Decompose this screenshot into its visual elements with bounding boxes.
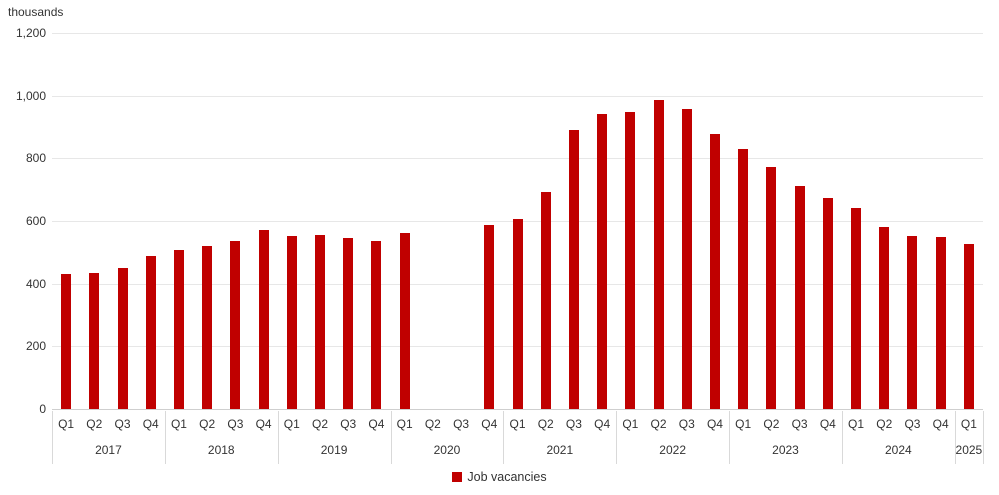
quarter-tick-label: Q3 xyxy=(565,417,582,431)
quarter-tick-label: Q4 xyxy=(932,417,949,431)
year-separator xyxy=(616,411,618,464)
quarter-tick-label: Q4 xyxy=(594,417,611,431)
y-axis-tick-label: 400 xyxy=(25,276,46,291)
quarter-tick-label: Q1 xyxy=(283,417,300,431)
year-label: 2017 xyxy=(95,443,122,457)
bar-q3-2023 xyxy=(794,186,805,409)
quarter-tick-label: Q1 xyxy=(170,417,187,431)
bar-q1-2021 xyxy=(512,219,523,409)
quarter-tick-label: Q4 xyxy=(255,417,272,431)
quarter-tick-label: Q2 xyxy=(763,417,780,431)
bar-q2-2023 xyxy=(766,167,777,409)
quarter-tick-label: Q1 xyxy=(58,417,75,431)
bar-q4-2017 xyxy=(145,256,156,409)
year-separator xyxy=(503,411,505,464)
bar-q2-2022 xyxy=(653,100,664,409)
legend-swatch-icon xyxy=(452,472,463,482)
bar-q3-2021 xyxy=(568,130,579,409)
year-label: 2024 xyxy=(885,443,912,457)
bar-q4-2020 xyxy=(484,225,495,409)
quarter-tick-label: Q1 xyxy=(960,417,977,431)
y-axis-tick-label: 1,000 xyxy=(15,88,46,103)
quarter-tick-label: Q4 xyxy=(142,417,159,431)
bar-q1-2020 xyxy=(399,232,410,409)
year-separator xyxy=(983,411,984,464)
quarter-tick-label: Q2 xyxy=(312,417,329,431)
bar-q3-2022 xyxy=(681,108,692,409)
quarter-tick-label: Q1 xyxy=(848,417,865,431)
quarter-tick-label: Q1 xyxy=(509,417,526,431)
bar-q1-2024 xyxy=(851,208,862,409)
bar-q3-2019 xyxy=(343,237,354,409)
quarter-tick-label: Q2 xyxy=(537,417,554,431)
bar-q1-2022 xyxy=(625,112,636,409)
legend: Job vacancies xyxy=(0,470,999,484)
bar-q4-2021 xyxy=(597,114,608,409)
bar-q3-2018 xyxy=(230,241,241,409)
bar-q1-2017 xyxy=(61,274,72,409)
bar-q2-2018 xyxy=(202,246,213,409)
quarter-tick-label: Q3 xyxy=(114,417,131,431)
y-axis-tick-label: 1,200 xyxy=(15,26,46,40)
bar-q4-2019 xyxy=(371,241,382,409)
quarter-tick-label: Q1 xyxy=(396,417,413,431)
gridline xyxy=(52,33,983,34)
year-label: 2018 xyxy=(207,443,235,457)
bar-q4-2024 xyxy=(935,236,946,409)
year-label: 2020 xyxy=(433,443,461,457)
year-separator xyxy=(164,411,166,464)
bar-q1-2025 xyxy=(963,244,974,409)
year-label: 2023 xyxy=(772,443,799,457)
bar-q2-2024 xyxy=(879,226,890,409)
year-separator xyxy=(277,411,279,464)
quarter-tick-label: Q3 xyxy=(678,417,695,431)
quarter-tick-label: Q2 xyxy=(876,417,893,431)
quarter-tick-label: Q2 xyxy=(424,417,441,431)
bar-q1-2019 xyxy=(286,235,297,409)
year-separator xyxy=(954,411,956,464)
year-separator xyxy=(52,411,53,464)
gridline xyxy=(52,95,983,97)
bar-q2-2021 xyxy=(540,191,551,409)
quarter-tick-label: Q4 xyxy=(819,417,836,431)
year-label: 2021 xyxy=(546,443,574,457)
quarter-tick-label: Q4 xyxy=(706,417,723,431)
quarter-tick-label: Q3 xyxy=(904,417,921,431)
quarter-tick-label: Q2 xyxy=(199,417,216,431)
quarter-tick-label: Q2 xyxy=(86,417,103,431)
year-separator xyxy=(841,411,843,464)
bar-q1-2018 xyxy=(173,249,184,409)
bar-q2-2017 xyxy=(89,272,100,409)
year-label: 2022 xyxy=(659,443,686,457)
quarter-tick-label: Q2 xyxy=(650,417,667,431)
quarter-tick-label: Q3 xyxy=(227,417,244,431)
year-label: 2025 xyxy=(955,443,983,457)
quarter-tick-label: Q1 xyxy=(735,417,752,431)
year-label: 2019 xyxy=(320,443,348,457)
y-axis-tick-label: 200 xyxy=(25,339,46,354)
bar-q1-2023 xyxy=(738,149,749,409)
quarter-tick-label: Q4 xyxy=(368,417,385,431)
bar-q3-2017 xyxy=(117,268,128,409)
bar-q2-2019 xyxy=(315,235,325,409)
quarter-tick-label: Q3 xyxy=(340,417,357,431)
legend-label: Job vacancies xyxy=(467,470,547,484)
bar-q4-2023 xyxy=(822,197,833,409)
x-axis-line xyxy=(52,409,983,410)
y-axis-units-label: thousands xyxy=(8,5,64,19)
y-axis-tick-label: 600 xyxy=(25,214,46,228)
bar-q4-2022 xyxy=(709,133,720,409)
year-separator xyxy=(390,411,392,464)
year-separator xyxy=(729,411,731,464)
y-axis-tick-label: 800 xyxy=(25,151,46,166)
gridline xyxy=(52,158,983,160)
bar-q4-2018 xyxy=(258,230,269,409)
quarter-tick-label: Q3 xyxy=(791,417,808,431)
quarter-tick-label: Q4 xyxy=(481,417,498,431)
quarter-tick-label: Q3 xyxy=(453,417,470,431)
quarter-tick-label: Q1 xyxy=(622,417,639,431)
y-axis-tick-label: 0 xyxy=(39,402,46,416)
bar-q3-2024 xyxy=(907,235,918,409)
